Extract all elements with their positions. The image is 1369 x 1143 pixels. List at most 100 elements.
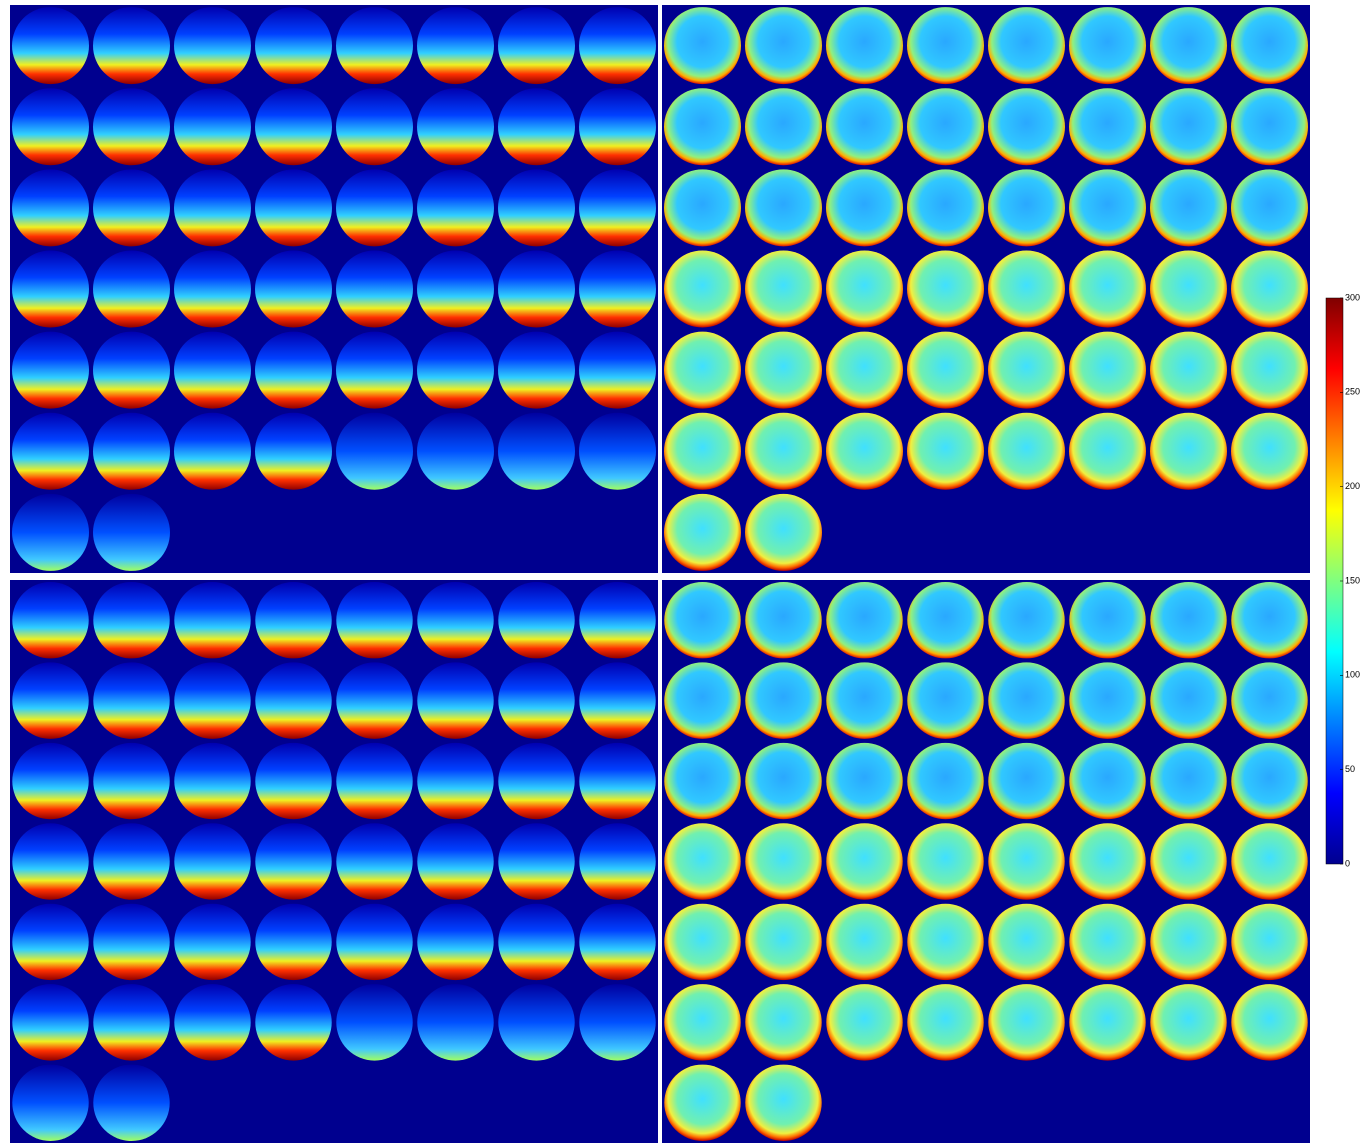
image-tile bbox=[498, 742, 575, 820]
image-tile bbox=[255, 88, 332, 166]
image-tile bbox=[745, 823, 822, 900]
image-tile bbox=[1150, 88, 1227, 166]
image-tile bbox=[579, 582, 656, 659]
image-tile bbox=[664, 1064, 741, 1142]
image-tile bbox=[907, 169, 984, 247]
image-tile bbox=[826, 903, 903, 981]
image-tile bbox=[988, 7, 1065, 85]
image-tile bbox=[93, 823, 170, 900]
image-tile bbox=[745, 7, 822, 85]
image-tile bbox=[417, 331, 494, 409]
image-tile bbox=[826, 742, 903, 820]
image-tile bbox=[1150, 742, 1227, 820]
image-tile bbox=[174, 88, 251, 166]
panel bbox=[662, 5, 1310, 573]
image-tile bbox=[93, 984, 170, 1061]
image-tile bbox=[1069, 250, 1146, 328]
image-tile bbox=[1231, 984, 1308, 1061]
image-tile bbox=[255, 331, 332, 409]
image-tile bbox=[174, 903, 251, 981]
image-tile bbox=[988, 88, 1065, 166]
image-tile bbox=[1069, 903, 1146, 981]
tick-label: 300 bbox=[1345, 292, 1360, 302]
image-tile bbox=[336, 88, 413, 166]
image-tile bbox=[255, 582, 332, 659]
image-tile bbox=[907, 823, 984, 900]
image-tile bbox=[12, 493, 89, 571]
image-tile bbox=[93, 662, 170, 739]
image-tile bbox=[417, 169, 494, 247]
image-tile bbox=[255, 984, 332, 1061]
image-tile bbox=[498, 582, 575, 659]
image-tile bbox=[93, 493, 170, 571]
image-tile bbox=[988, 331, 1065, 409]
image-tile bbox=[174, 662, 251, 739]
image-tile bbox=[1150, 7, 1227, 85]
image-tile bbox=[745, 662, 822, 739]
image-tile bbox=[93, 7, 170, 85]
image-tile bbox=[664, 7, 741, 85]
image-tile bbox=[579, 88, 656, 166]
image-tile bbox=[336, 984, 413, 1061]
image-tile bbox=[255, 903, 332, 981]
panel bbox=[10, 5, 658, 573]
image-tile bbox=[907, 742, 984, 820]
image-tile bbox=[498, 903, 575, 981]
image-tile bbox=[336, 7, 413, 85]
image-tile bbox=[745, 1064, 822, 1142]
image-tile bbox=[664, 169, 741, 247]
image-tile bbox=[1069, 984, 1146, 1061]
image-tile bbox=[1069, 412, 1146, 490]
image-tile bbox=[336, 250, 413, 328]
image-tile bbox=[664, 331, 741, 409]
image-tile bbox=[417, 7, 494, 85]
colorbar-axis: 0 50 100 150 200 250 300 bbox=[1340, 292, 1360, 868]
panel bbox=[10, 580, 658, 1143]
image-tile bbox=[664, 412, 741, 490]
image-tile bbox=[664, 903, 741, 981]
image-tile bbox=[988, 903, 1065, 981]
image-tile bbox=[93, 1064, 170, 1142]
image-tile bbox=[745, 984, 822, 1061]
image-tile bbox=[745, 331, 822, 409]
image-tile bbox=[12, 582, 89, 659]
image-tile bbox=[336, 823, 413, 900]
image-tile bbox=[12, 1064, 89, 1142]
image-tile bbox=[1150, 984, 1227, 1061]
image-tile bbox=[1150, 903, 1227, 981]
image-tile bbox=[12, 412, 89, 490]
image-tile bbox=[1150, 169, 1227, 247]
image-tile bbox=[417, 88, 494, 166]
image-tile bbox=[1069, 742, 1146, 820]
image-tile bbox=[498, 88, 575, 166]
image-tile bbox=[417, 582, 494, 659]
image-tile bbox=[336, 582, 413, 659]
image-tile bbox=[12, 88, 89, 166]
image-tile bbox=[498, 412, 575, 490]
image-tile bbox=[336, 662, 413, 739]
tick-label: 50 bbox=[1345, 764, 1355, 774]
image-tile bbox=[664, 250, 741, 328]
image-tile bbox=[417, 823, 494, 900]
image-tile bbox=[255, 412, 332, 490]
image-tile bbox=[579, 742, 656, 820]
image-tile bbox=[579, 331, 656, 409]
image-tile bbox=[12, 984, 89, 1061]
image-tile bbox=[174, 7, 251, 85]
image-tile bbox=[255, 662, 332, 739]
image-tile bbox=[988, 823, 1065, 900]
image-tile bbox=[12, 169, 89, 247]
image-tile bbox=[826, 662, 903, 739]
panel bbox=[662, 580, 1310, 1143]
image-tile bbox=[988, 742, 1065, 820]
image-tile bbox=[336, 412, 413, 490]
image-tile bbox=[498, 250, 575, 328]
image-tile bbox=[907, 582, 984, 659]
image-tile bbox=[1231, 331, 1308, 409]
image-tile bbox=[174, 331, 251, 409]
image-tile bbox=[498, 984, 575, 1061]
image-tile bbox=[579, 984, 656, 1061]
image-tile bbox=[1150, 662, 1227, 739]
image-tile bbox=[417, 984, 494, 1061]
